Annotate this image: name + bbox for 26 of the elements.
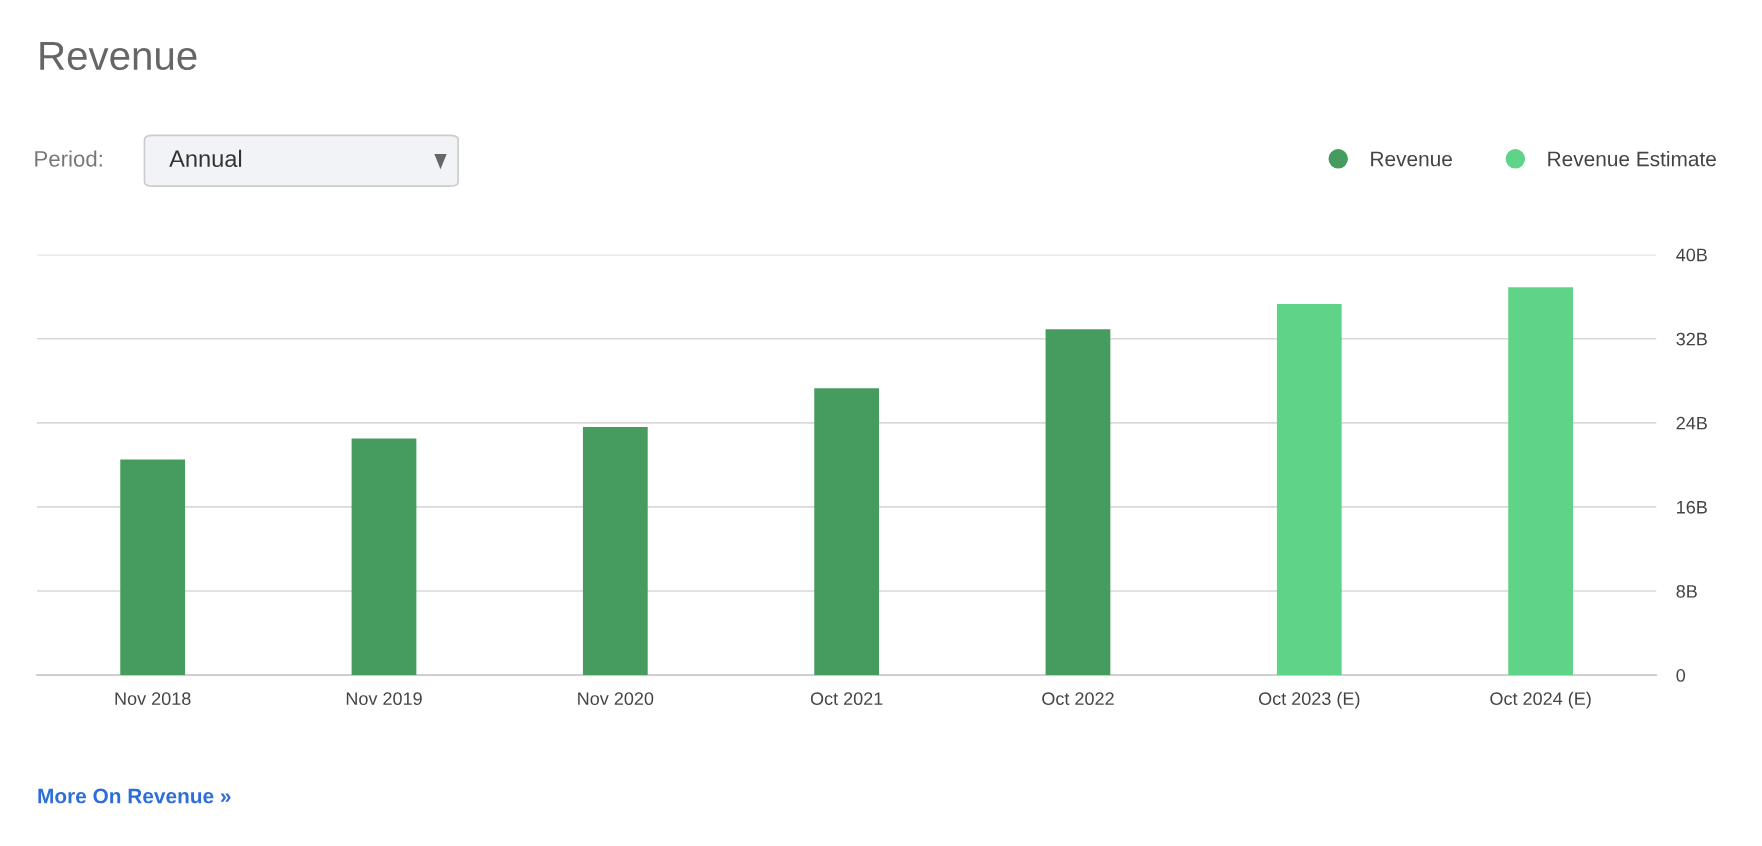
x-tick-label: Nov 2019 <box>346 692 422 706</box>
bar <box>120 459 186 676</box>
text: More On Revenue » <box>38 788 231 804</box>
y-tick-label: 16B <box>1677 500 1707 514</box>
text: Annual <box>169 149 242 168</box>
legend-label: Revenue Estimate <box>1548 151 1716 167</box>
y-tick-label: 32B <box>1676 332 1707 346</box>
bar <box>1508 287 1573 676</box>
text: Period: <box>35 150 102 167</box>
y-tick-label: 0 <box>1676 669 1686 682</box>
x-tick-label: Nov 2018 <box>115 692 191 706</box>
x-tick-label: Oct 2021 <box>810 692 883 706</box>
y-tick-label: 40B <box>1676 248 1707 262</box>
legend-label: Revenue <box>1371 151 1452 167</box>
chart-title: Revenue <box>40 41 197 71</box>
bar <box>582 427 648 676</box>
x-tick-label: Nov 2020 <box>578 692 654 706</box>
bar <box>814 388 880 676</box>
bar <box>351 438 417 676</box>
y-tick-label: 8B <box>1676 584 1697 598</box>
x-tick-label: Oct 2023 (E) <box>1258 691 1360 709</box>
bar <box>1276 304 1342 676</box>
x-tick-label: Oct 2024 (E) <box>1490 691 1591 709</box>
y-tick-label: 24B <box>1676 416 1707 430</box>
bar <box>1045 329 1111 676</box>
x-tick-label: Oct 2022 <box>1042 692 1114 706</box>
